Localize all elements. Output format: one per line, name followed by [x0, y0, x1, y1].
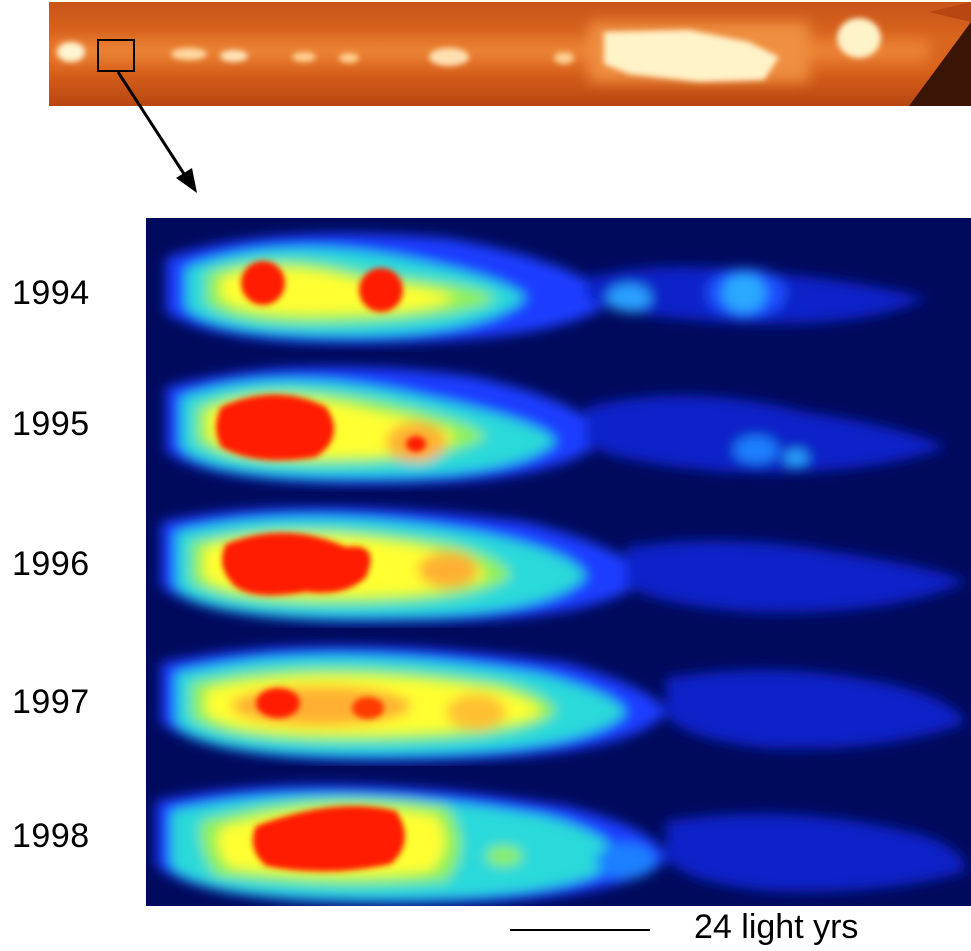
year-label-1995: 1995	[12, 405, 90, 443]
scale-label: 24 light yrs	[694, 908, 859, 946]
panel-1997	[146, 628, 971, 766]
jet-image-sequence	[146, 218, 971, 906]
panel-1998	[146, 766, 971, 906]
optical-jet-image	[49, 2, 971, 106]
year-label-1997: 1997	[12, 683, 90, 721]
year-label-1996: 1996	[12, 545, 90, 583]
year-label-1994: 1994	[12, 274, 90, 312]
panel-1994	[146, 218, 971, 352]
year-label-1998: 1998	[12, 817, 90, 855]
selection-box	[97, 39, 135, 72]
scale-bar	[510, 929, 650, 931]
panel-1995	[146, 352, 971, 492]
panel-1996	[146, 492, 971, 628]
